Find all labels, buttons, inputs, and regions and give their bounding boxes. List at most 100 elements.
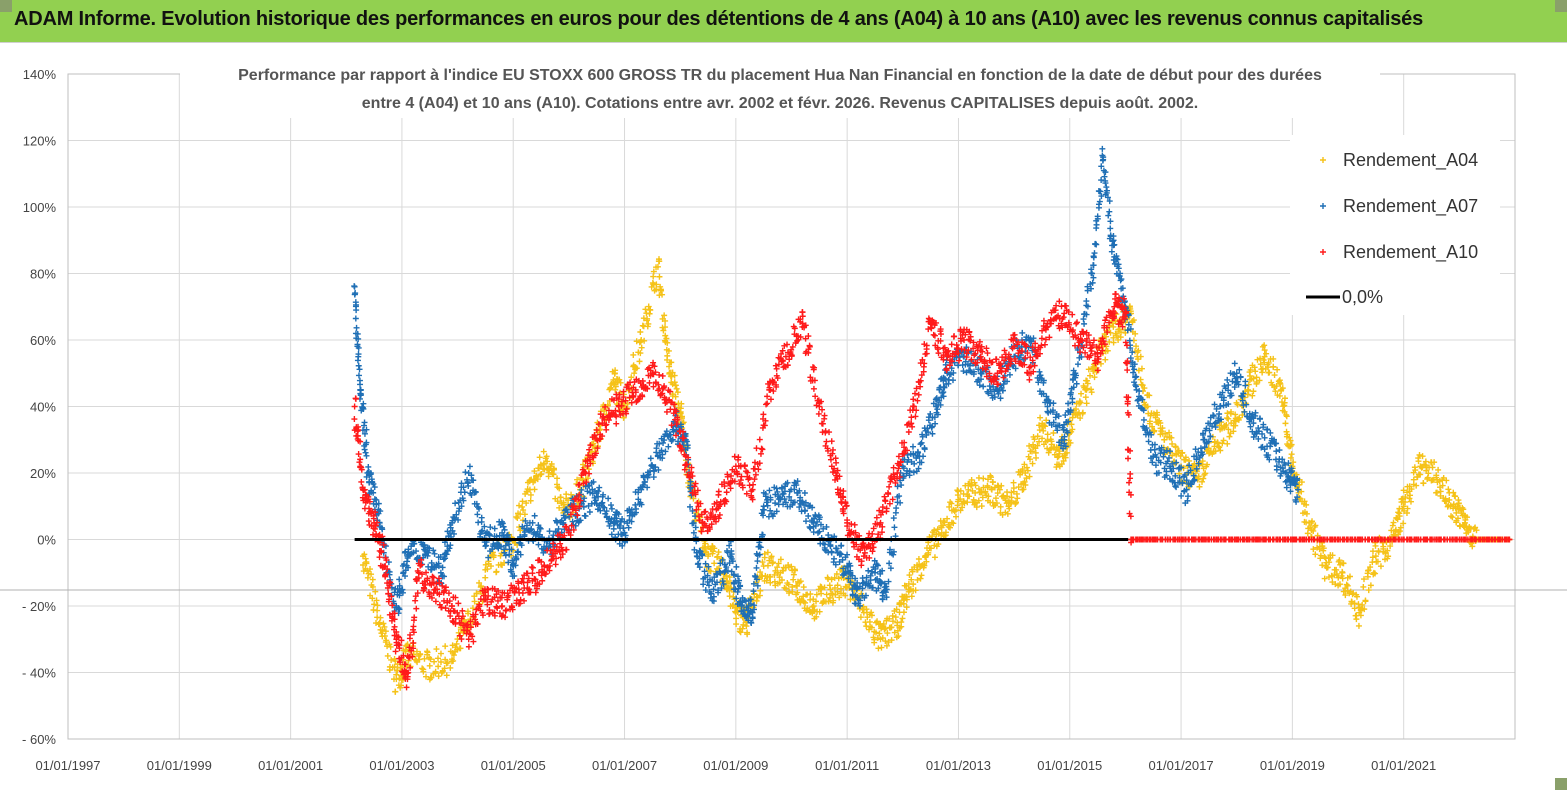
data-point [597,507,604,514]
data-point [1365,587,1372,594]
data-point [1104,347,1111,354]
data-point [998,482,1005,489]
data-point [1110,323,1117,330]
data-point [402,573,409,580]
data-point [442,551,449,558]
data-point [698,528,705,535]
data-point [1173,459,1180,466]
data-point [1019,329,1026,336]
data-point [1040,390,1047,397]
data-point [836,550,843,557]
data-point [462,469,469,476]
data-point [1459,504,1466,511]
data-point [1245,381,1252,388]
data-point [1044,437,1051,444]
data-point [937,337,944,344]
data-point [459,613,466,620]
data-point [842,592,849,599]
data-point [563,523,570,530]
data-point [556,504,563,511]
data-point [1321,575,1328,582]
data-point [702,508,709,515]
data-point [450,530,457,537]
data-point [593,489,600,496]
data-point [1019,466,1026,473]
data-point [600,503,607,510]
data-point [1225,382,1232,389]
data-point [918,459,925,466]
data-point [419,665,426,672]
data-point [470,477,477,484]
data-point [1250,420,1257,427]
data-point [447,542,454,549]
data-point [936,397,943,404]
data-point [1008,497,1015,504]
data-point [857,547,864,554]
data-point [791,325,798,332]
data-point [1199,451,1206,458]
data-point [656,258,663,265]
data-point [484,601,491,608]
data-point [700,581,707,588]
data-point [1465,529,1472,536]
data-point [872,629,879,636]
data-point [398,637,405,644]
data-point [498,543,505,550]
data-point [1084,377,1091,384]
data-point [592,497,599,504]
data-point [638,486,645,493]
data-point [807,591,814,598]
data-point [1088,344,1095,351]
data-point [553,555,560,562]
data-point [788,563,795,570]
data-point [355,451,362,458]
data-point [601,504,608,511]
data-point [639,392,646,399]
data-point [1231,360,1238,367]
data-point [693,506,700,513]
data-point [1236,414,1243,421]
data-point [493,591,500,598]
data-point [485,592,492,599]
data-point [746,474,753,481]
data-point [925,417,932,424]
data-point [855,596,862,603]
data-point [578,486,585,493]
data-point [473,500,480,507]
data-point [527,497,534,504]
data-point [727,553,734,560]
data-point [586,446,593,453]
data-point [1413,482,1420,489]
data-point [543,453,550,460]
data-point [894,619,901,626]
data-point [1041,341,1048,348]
data-point [708,521,715,528]
data-point [458,636,465,643]
data-point [479,612,486,619]
data-point [421,655,428,662]
data-point [1058,461,1065,468]
data-point [1256,428,1263,435]
data-point [585,482,592,489]
data-point [778,350,785,357]
data-point [432,598,439,605]
data-point [452,615,459,622]
data-point [632,501,639,508]
data-point [687,478,694,485]
data-point [577,497,584,504]
data-point [847,579,854,586]
data-point [1054,427,1061,434]
data-point [975,497,982,504]
data-point [381,632,388,639]
data-point [1079,410,1086,417]
data-point [616,408,623,415]
data-point [415,574,422,581]
data-point [656,440,663,447]
data-point [681,466,688,473]
data-point [505,592,512,599]
data-point [1385,553,1392,560]
data-point [1131,366,1138,373]
data-point [592,450,599,457]
data-point [636,358,643,365]
data-point [353,324,360,331]
